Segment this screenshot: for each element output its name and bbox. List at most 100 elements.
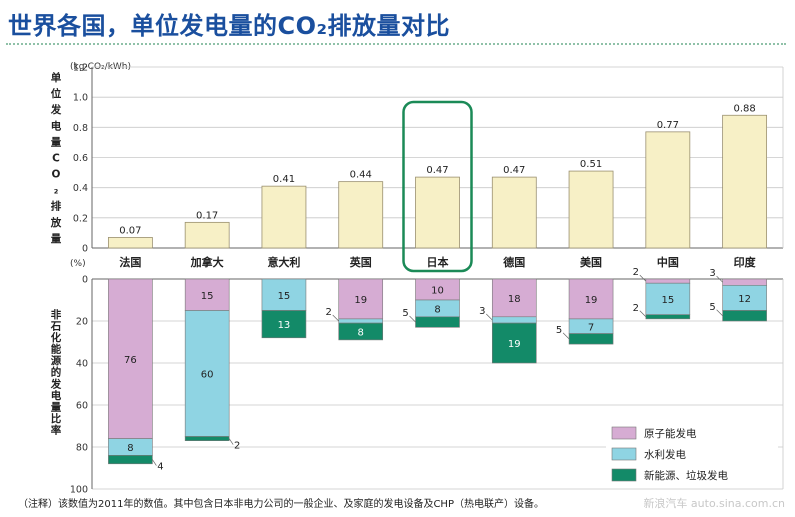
renewable-segment: [722, 310, 767, 322]
renewable-segment: [108, 455, 153, 465]
top-tick-label: 0.2: [73, 213, 88, 224]
bottom-tick-label: 40: [76, 359, 88, 370]
renewable-segment: [491, 322, 537, 364]
top-bar: [107, 237, 153, 249]
top-axis-title-char: 排: [51, 200, 62, 213]
hydro-segment: [491, 316, 537, 324]
bottom-axis-title-char: 能: [51, 343, 62, 356]
top-bar-value-label: 0.77: [657, 120, 679, 131]
top-axis-title-char: 单: [51, 71, 62, 84]
segment-value-label: 15: [278, 291, 291, 302]
top-axis-title-char: 发: [50, 103, 62, 116]
hydro-segment: [645, 282, 691, 316]
segment-value-label: 18: [508, 294, 521, 305]
leader-line: [562, 332, 570, 340]
bottom-axis-title-char: 电: [51, 389, 62, 402]
top-tick-label: 0.4: [73, 183, 88, 194]
segment-value-label: 3: [479, 306, 485, 317]
renewable-segment: [184, 436, 230, 441]
segment-value-label: 5: [556, 325, 562, 336]
top-axis-title-char: 位: [51, 87, 62, 100]
top-axis-title-char: O: [52, 169, 61, 181]
category-label: 德国: [502, 255, 525, 269]
title-divider: [6, 43, 786, 45]
bottom-axis-title-char: 源: [51, 354, 62, 367]
bottom-unit-label: (%): [70, 259, 86, 269]
leader-line: [152, 459, 157, 466]
top-tick-label: 0.6: [73, 153, 88, 164]
nuclear-segment: [491, 278, 537, 318]
bottom-axis-title-char: 化: [51, 331, 62, 344]
category-label: 日本: [427, 255, 449, 269]
segment-value-label: 4: [157, 462, 163, 473]
segment-value-label: 15: [201, 291, 214, 302]
segment-value-label: 2: [326, 307, 332, 318]
top-bar: [338, 181, 384, 249]
renewable-segment: [645, 314, 691, 320]
segment-value-label: 13: [278, 320, 291, 331]
category-label: 美国: [580, 255, 602, 269]
bottom-axis-title-char: 非: [51, 308, 62, 321]
category-label: 英国: [349, 255, 372, 269]
renewable-segment: [568, 333, 614, 345]
bottom-tick-label: 20: [76, 317, 88, 328]
category-label: 印度: [734, 255, 757, 269]
top-bar-value-label: 0.51: [580, 159, 602, 170]
top-tick-label: 0: [82, 244, 88, 255]
segment-value-label: 2: [633, 267, 639, 278]
top-bar: [415, 176, 460, 249]
segment-value-label: 12: [738, 294, 751, 305]
bottom-axis-title-char: 石: [50, 321, 62, 333]
segment-value-label: 8: [127, 443, 133, 454]
top-bar-value-label: 0.41: [273, 174, 295, 185]
segment-value-label: 8: [358, 328, 364, 339]
bottom-tick-label: 80: [76, 443, 88, 454]
segment-value-label: 5: [709, 302, 715, 313]
segment-value-label: 10: [431, 286, 444, 297]
top-bar-value-label: 0.17: [196, 210, 218, 221]
legend-swatch: [611, 468, 637, 482]
bottom-axis-title-char: 量: [51, 400, 62, 413]
segment-value-label: 60: [201, 370, 214, 381]
bottom-tick-label: 0: [82, 275, 88, 286]
hydro-segment: [722, 284, 767, 311]
top-bar: [261, 185, 307, 249]
top-bar-value-label: 0.88: [733, 103, 755, 114]
renewable-segment: [261, 310, 307, 339]
leader-line: [716, 309, 723, 316]
top-bar: [184, 221, 230, 249]
hydro-segment: [338, 318, 384, 324]
legend-label: 新能源、垃圾发电: [644, 469, 728, 482]
bottom-tick-label: 100: [70, 485, 88, 496]
renewable-segment: [415, 316, 460, 328]
legend-label: 原子能发电: [644, 427, 697, 440]
segment-value-label: 2: [234, 441, 240, 452]
leader-line: [486, 313, 493, 321]
leader-line: [716, 275, 723, 283]
segment-value-label: 19: [508, 339, 521, 350]
top-bar: [645, 131, 691, 249]
renewable-segment: [338, 322, 384, 341]
page-title: 世界各国，单位发电量的CO₂排放量对比: [8, 12, 451, 40]
top-axis-title-char: 量: [51, 232, 62, 245]
leader-line: [639, 274, 647, 282]
nuclear-segment: [645, 278, 691, 284]
leader-line: [332, 314, 339, 322]
legend-label: 水利发电: [644, 448, 686, 461]
category-label: 意大利: [267, 255, 300, 269]
top-bar: [722, 114, 768, 249]
bottom-axis-title-char: 比: [51, 412, 62, 425]
top-bar: [568, 170, 614, 249]
top-axis-title-char: 电: [51, 119, 62, 132]
top-axis-title-char: 放: [50, 216, 62, 229]
top-tick-label: 1.0: [73, 93, 88, 104]
bottom-tick-label: 60: [76, 401, 88, 412]
segment-value-label: 76: [124, 355, 137, 366]
segment-value-label: 19: [354, 295, 367, 306]
leader-line: [409, 315, 416, 323]
top-axis-title-char: 量: [51, 135, 62, 148]
top-bar-value-label: 0.47: [503, 165, 525, 176]
nuclear-segment: [568, 278, 614, 320]
bottom-axis-title-char: 发: [50, 377, 62, 390]
top-axis-title-char: ₂: [54, 185, 59, 197]
